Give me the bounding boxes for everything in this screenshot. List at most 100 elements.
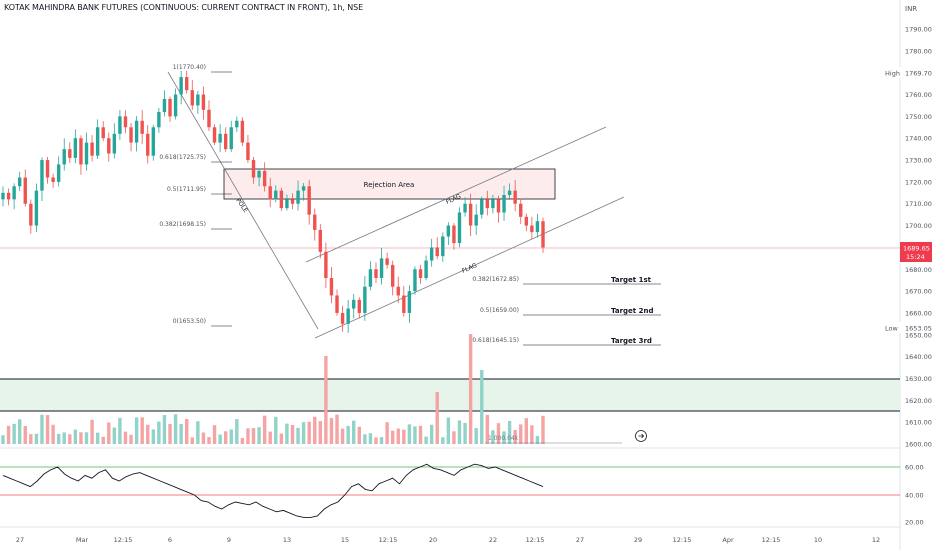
flag-lower-label: FLAG	[461, 262, 478, 275]
candle-body	[207, 109, 211, 128]
candle-body	[452, 225, 456, 244]
volume-bar	[329, 418, 334, 444]
candle-body	[101, 127, 105, 139]
candle-body	[474, 214, 478, 226]
fib-level-label: 0.5(1711.95)	[167, 186, 206, 193]
time-tick-label: 27	[16, 536, 24, 544]
candle-body	[429, 247, 434, 261]
rejection-area[interactable]	[223, 168, 556, 200]
volume-bar	[496, 423, 501, 444]
fib-retracement-left[interactable]: 1(1770.40) 0.618(1725.75) 0.5(1711.95) 0.38…	[159, 64, 232, 327]
low-tag: Low 1653.05	[880, 322, 932, 333]
volume-series[interactable]	[1, 334, 545, 444]
candle-body	[335, 295, 339, 313]
svg-text:High: High	[885, 70, 900, 78]
rejection-label: Rejection Area	[364, 181, 415, 189]
time-tick-label: 12:15	[526, 536, 545, 544]
flag-lower-line[interactable]	[314, 196, 625, 339]
volume-bar	[112, 427, 117, 444]
svg-text:1769.70: 1769.70	[905, 70, 932, 78]
time-tick-label: 12:15	[673, 536, 692, 544]
volume-bar	[229, 429, 233, 444]
chart-title: KOTAK MAHINDRA BANK FUTURES (CONTINUOUS:…	[4, 3, 364, 12]
candle-body	[229, 127, 233, 150]
time-tick-label: 13	[283, 536, 291, 544]
rsi-line[interactable]	[2, 463, 544, 518]
fib-extension-right[interactable]: 0.382(1672.85) Target 1st 0.5(1659.00) Targ…	[472, 276, 661, 346]
candle-body	[240, 120, 245, 143]
candle-body	[179, 77, 183, 95]
pole-line[interactable]	[167, 71, 319, 330]
candle-body	[235, 120, 239, 128]
volume-value: 1 000.04k	[488, 435, 519, 442]
candle-body	[140, 120, 144, 134]
candle-body	[379, 258, 384, 278]
volume-bar	[441, 437, 445, 444]
candle-body	[34, 190, 39, 226]
candlestick-series[interactable]	[1, 70, 545, 333]
time-tick-label: Apr	[722, 536, 734, 544]
replay-icon[interactable]	[635, 430, 647, 442]
price-tick-label: 1780.00	[905, 47, 932, 55]
volume-bar	[101, 436, 105, 444]
candle-body	[18, 177, 22, 187]
price-tick-label: 1760.00	[905, 91, 932, 99]
candle-body	[463, 203, 467, 213]
volume-bar	[123, 431, 128, 444]
candle-body	[541, 221, 545, 248]
volume-bar	[257, 427, 261, 444]
volume-bar	[507, 420, 512, 444]
volume-bar	[18, 419, 22, 444]
candle-body	[524, 216, 528, 226]
candle-body	[223, 133, 228, 150]
price-tick-label: 1790.00	[905, 26, 932, 34]
volume-bar	[357, 426, 361, 444]
price-tick-label: 1640.00	[905, 353, 932, 361]
candle-body	[385, 258, 389, 265]
candle-body	[530, 225, 534, 233]
volume-bar	[385, 422, 389, 444]
candle-body	[407, 291, 412, 313]
candle-body	[134, 120, 139, 143]
candle-body	[6, 192, 11, 200]
volume-bar	[324, 356, 328, 444]
volume-bar	[468, 334, 473, 444]
last-price-tag: 1689.65 15:24	[900, 242, 932, 262]
candle-body	[201, 94, 206, 110]
volume-bar	[379, 437, 384, 444]
time-tick-label: 12	[872, 536, 880, 544]
time-tick-label: 20	[429, 536, 437, 544]
volume-bar	[313, 416, 317, 444]
volume-bar	[218, 434, 222, 444]
candle-body	[212, 127, 217, 143]
candle-body	[251, 160, 256, 178]
volume-bar	[51, 424, 55, 444]
time-tick-label: Mar	[76, 536, 89, 544]
volume-bar	[45, 415, 50, 444]
time-tick-label: 10	[814, 536, 822, 544]
fib-level-label: 1(1770.40)	[173, 64, 206, 71]
candle-body	[340, 312, 345, 324]
candle-body	[246, 142, 250, 161]
volume-bar	[368, 433, 373, 444]
price-axis[interactable]: 1790.001780.001770.001760.001750.001740.…	[905, 26, 932, 449]
flag-upper-line[interactable]	[305, 126, 607, 263]
volume-bar	[524, 418, 528, 444]
volume-bar	[435, 392, 439, 444]
time-axis[interactable]: 27 Mar 12:15 6 9 13 15 12:15 20 22 12:15 27 29 12:15 A…	[16, 536, 880, 544]
candle-body	[73, 138, 78, 158]
candle-body	[290, 199, 295, 204]
candle-body	[51, 177, 55, 182]
candle-body	[29, 203, 33, 226]
fib-level-label: 0.618(1725.75)	[159, 154, 206, 161]
volume-bar	[84, 432, 89, 444]
volume-bar	[413, 426, 417, 444]
volume-bar	[1, 435, 5, 444]
candle-body	[468, 203, 473, 226]
candle-body	[90, 142, 94, 156]
volume-bar	[530, 425, 534, 444]
price-tick-label: 1670.00	[905, 288, 932, 296]
volume-bar	[95, 432, 100, 444]
